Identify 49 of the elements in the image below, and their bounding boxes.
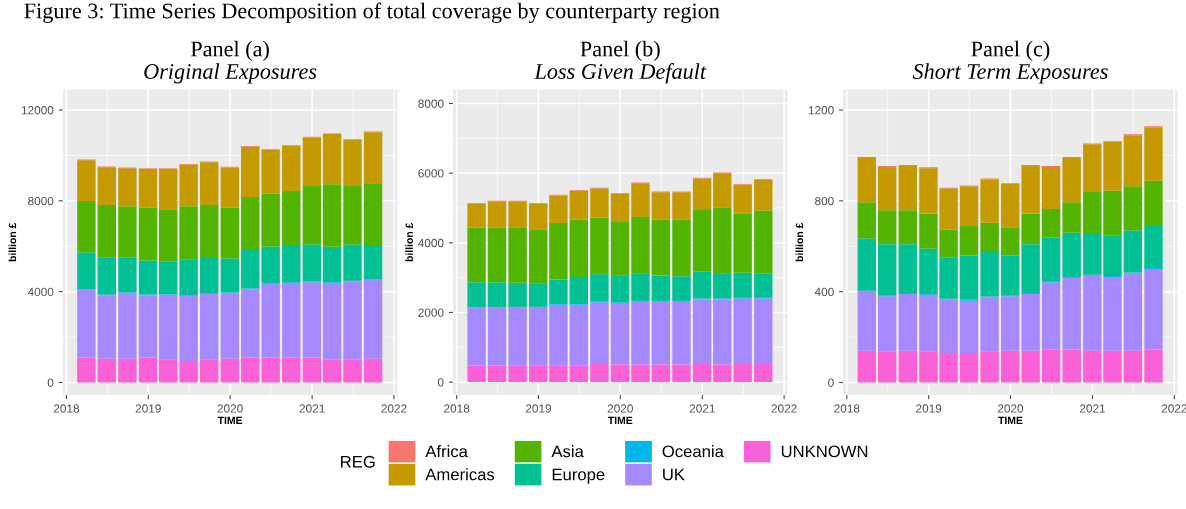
chart-subtitle: Original Exposures	[144, 63, 317, 84]
y-tick-label: 0	[47, 378, 54, 387]
legend-label: Europe	[552, 468, 605, 484]
chart-subtitle: Loss Given Default	[534, 63, 707, 84]
x-tick-label: 2018	[444, 404, 470, 413]
x-tick-label: 2020	[997, 404, 1024, 413]
x-tick-label: 2021	[689, 404, 715, 413]
x-tick-label: 2018	[53, 404, 80, 413]
legend-title: REG	[341, 455, 375, 468]
y-tick-label: 4000	[27, 287, 54, 297]
x-tick-label: 2019	[916, 404, 942, 413]
x-tick-label: 2022	[1161, 404, 1186, 413]
x-tick-label: 2021	[1079, 404, 1106, 413]
x-tick-label: 2020	[217, 404, 243, 413]
x-tick-label: 2022	[381, 404, 407, 413]
y-tick-label: 1200	[808, 106, 834, 115]
x-axis-title: TIME	[217, 416, 243, 424]
y-tick-label: 4000	[418, 238, 444, 248]
legend-label: UNKNOWN	[781, 445, 868, 458]
x-tick-label: 2021	[299, 404, 325, 413]
y-axis-title: billion £	[795, 222, 804, 262]
y-tick-label: 6000	[418, 169, 444, 178]
x-tick-label: 2019	[135, 404, 161, 413]
legend-label: Asia	[551, 445, 584, 458]
y-tick-label: 8000	[28, 196, 54, 206]
x-tick-label: 2020	[607, 404, 633, 413]
legend-label: UK	[663, 468, 685, 481]
chart-title: Panel (c)	[971, 40, 1050, 61]
legend-label: Americas	[425, 468, 495, 481]
x-tick-label: 2022	[771, 404, 797, 413]
chart-title: Panel (b)	[580, 40, 660, 61]
legend-label: Africa	[425, 445, 468, 458]
chart-subtitle: Short Term Exposures	[912, 63, 1108, 84]
caption: Figure 3: Time Series Decomposition of total coverage by counterparty region	[24, 2, 720, 23]
y-tick-label: 0	[437, 378, 444, 387]
chart-title: Panel (a)	[190, 40, 269, 61]
x-axis-title: TIME	[998, 416, 1023, 424]
y-tick-label: 8000	[418, 99, 444, 108]
y-tick-label: 0	[828, 378, 834, 387]
y-tick-label: 400	[814, 287, 834, 297]
legend-label: Oceania	[662, 445, 724, 458]
y-tick-label: 12000	[21, 106, 54, 115]
x-tick-label: 2018	[834, 404, 860, 413]
y-tick-label: 800	[815, 196, 834, 206]
x-tick-label: 2019	[525, 404, 552, 413]
y-axis-title: billion £	[8, 222, 17, 262]
y-tick-label: 2000	[418, 308, 444, 317]
x-axis-title: TIME	[607, 416, 633, 424]
y-axis-title: billion £	[405, 222, 413, 262]
